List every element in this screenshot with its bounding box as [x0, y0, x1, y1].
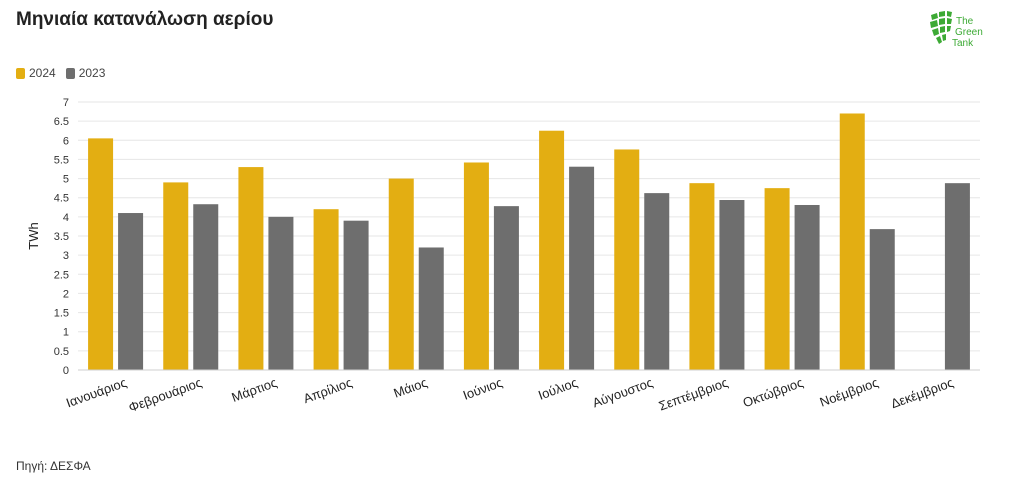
logo-text-the: The [956, 16, 974, 27]
y-tick-label: 3 [63, 250, 69, 262]
y-tick-label: 0 [63, 365, 69, 377]
bar-2023-12 [944, 183, 970, 370]
logo-text-tank: Tank [952, 38, 974, 49]
x-tick-label: Νοέμβριος [818, 375, 881, 410]
bar-2023-1 [118, 213, 144, 370]
x-tick-label: Οκτώβριος [741, 375, 805, 411]
y-tick-label: 2 [63, 288, 69, 300]
y-axis-label: TWh [26, 222, 41, 249]
x-tick-label: Ιούνιος [461, 375, 505, 403]
x-tick-label: Μάιος [392, 375, 430, 401]
y-tick-label: 5 [63, 174, 69, 186]
bar-2023-11 [869, 229, 895, 370]
x-tick-label: Σεπτέμβριος [657, 375, 730, 414]
x-tick-label: Ιούλιος [536, 375, 580, 403]
y-tick-label: 6.5 [54, 116, 69, 128]
logo-globe-icon [930, 11, 952, 44]
y-tick-label: 1.5 [54, 308, 69, 320]
bar-2023-2 [193, 204, 219, 370]
bar-2024-10 [764, 188, 790, 370]
chart-title: Μηνιαία κατανάλωση αερίου [16, 9, 274, 30]
bar-2023-8 [644, 193, 670, 370]
source-note: Πηγή: ΔΕΣΦΑ [16, 459, 91, 473]
y-tick-label: 1 [63, 327, 69, 339]
bar-2024-1 [88, 138, 114, 370]
legend-item-2024[interactable]: 2024 [16, 66, 56, 80]
y-tick-label: 4 [63, 212, 69, 224]
bar-2024-9 [689, 183, 715, 370]
y-tick-label: 0.5 [54, 346, 69, 358]
bar-2023-5 [418, 247, 444, 370]
bar-2023-10 [794, 204, 820, 370]
bar-2024-11 [839, 113, 865, 370]
bar-2023-7 [569, 166, 595, 370]
bar-2023-9 [719, 200, 745, 370]
legend: 2024 2023 [16, 66, 115, 80]
y-tick-label: 6 [63, 135, 69, 147]
bar-2023-6 [493, 206, 519, 370]
the-green-tank-logo: The Green Tank [928, 10, 988, 54]
x-tick-label: Δεκέμβριος [889, 375, 956, 412]
bar-2023-4 [343, 220, 369, 370]
y-tick-label: 4.5 [54, 193, 69, 205]
bar-2024-4 [313, 209, 339, 370]
y-tick-label: 5.5 [54, 154, 69, 166]
x-tick-label: Απρίλιος [301, 375, 354, 406]
bar-2024-6 [463, 162, 489, 370]
y-tick-label: 3.5 [54, 231, 69, 243]
bar-2024-3 [238, 167, 264, 370]
bar-2024-8 [614, 149, 640, 370]
bar-2024-5 [388, 178, 414, 370]
x-tick-label: Μάρτιος [230, 375, 279, 405]
legend-item-2023[interactable]: 2023 [65, 66, 106, 80]
y-tick-label: 2.5 [54, 269, 69, 281]
bar-2023-3 [268, 216, 294, 370]
bar-2024-7 [539, 130, 565, 370]
bar-2024-2 [163, 182, 189, 370]
x-tick-label: Φεβρουάριος [127, 375, 204, 415]
y-tick-label: 7 [63, 97, 69, 109]
legend-label-2024: 2024 [29, 66, 56, 80]
logo-text-green: Green [955, 27, 983, 38]
legend-label-2023: 2023 [78, 66, 106, 80]
x-tick-label: Αύγουστος [590, 375, 654, 411]
x-tick-label: Ιανουάριος [64, 375, 129, 411]
legend-swatch-2024 [16, 67, 25, 79]
legend-swatch-2023 [65, 67, 75, 79]
